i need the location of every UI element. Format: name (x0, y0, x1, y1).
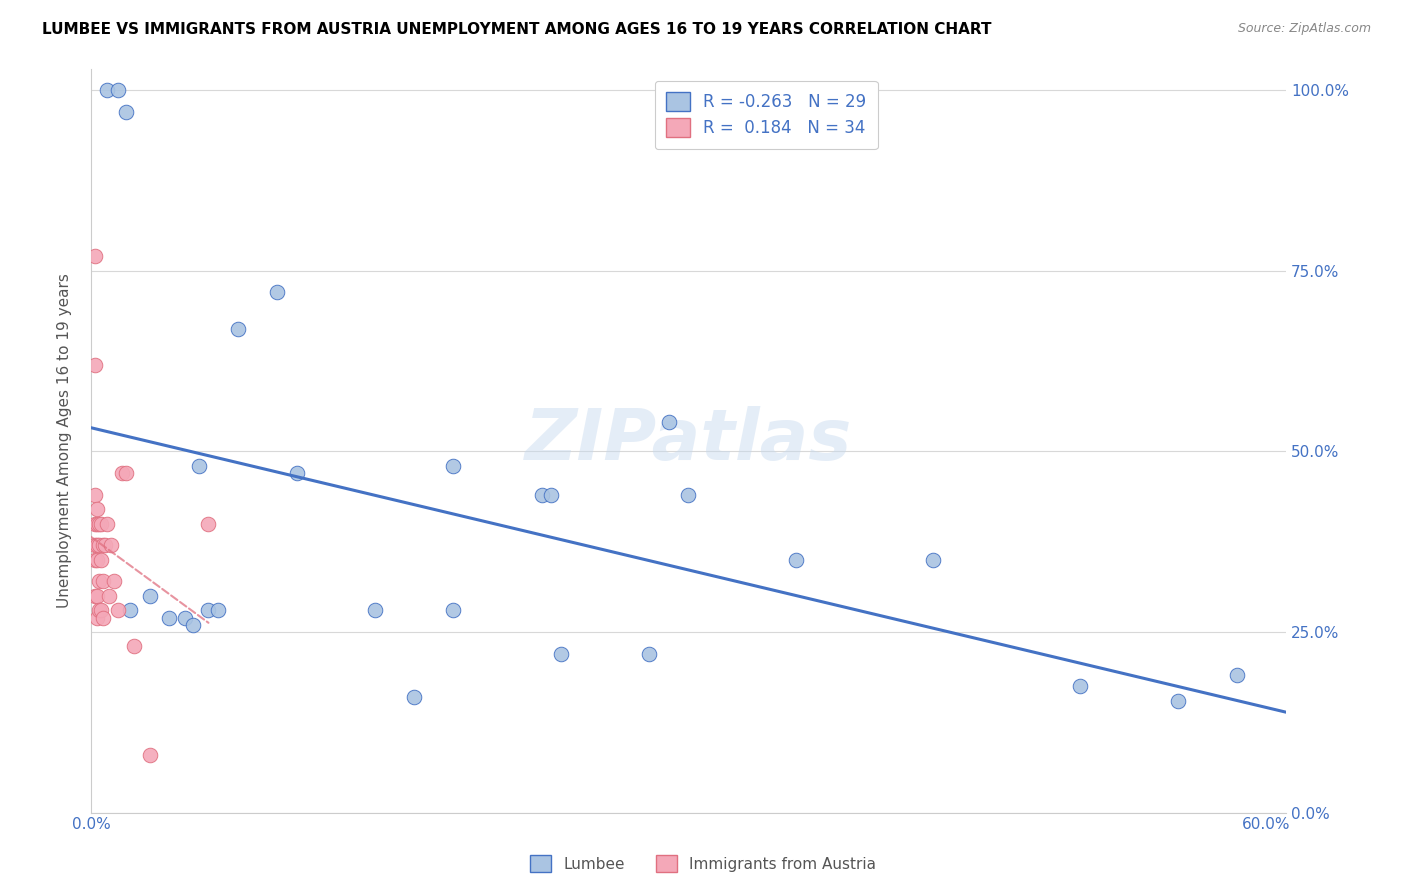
Point (550, 647, 572, 661)
Point (540, 488, 562, 502)
Point (90, 603, 112, 617)
Point (91, 574, 114, 589)
Point (86, 502, 108, 516)
Point (87, 538, 110, 552)
Point (96, 83, 118, 97)
Point (87, 603, 110, 617)
Point (90, 516, 112, 531)
Point (86, 552, 108, 566)
Point (138, 747, 160, 762)
Point (285, 466, 308, 480)
Point (115, 104, 138, 119)
Point (364, 603, 387, 617)
Point (187, 458, 209, 473)
Point (107, 603, 129, 617)
Text: LUMBEE VS IMMIGRANTS FROM AUSTRIA UNEMPLOYMENT AMONG AGES 16 TO 19 YEARS CORRELA: LUMBEE VS IMMIGRANTS FROM AUSTRIA UNEMPL… (42, 22, 991, 37)
Point (181, 617, 204, 632)
Point (207, 603, 229, 617)
Point (86, 589, 108, 603)
Point (87, 516, 110, 531)
Point (83, 552, 105, 566)
Point (174, 610, 197, 624)
Point (441, 603, 464, 617)
Point (96, 516, 118, 531)
Point (91, 538, 114, 552)
Point (83, 589, 105, 603)
Point (1167, 693, 1189, 707)
Point (197, 603, 219, 617)
Point (785, 552, 807, 566)
Point (1226, 668, 1249, 682)
Legend: R = -0.263   N = 29, R =  0.184   N = 34: R = -0.263 N = 29, R = 0.184 N = 34 (655, 80, 877, 149)
Point (107, 83, 129, 97)
Point (115, 466, 138, 480)
Point (638, 647, 661, 661)
Text: Source: ZipAtlas.com: Source: ZipAtlas.com (1237, 22, 1371, 36)
Point (97, 589, 120, 603)
Y-axis label: Unemployment Among Ages 16 to 19 years: Unemployment Among Ages 16 to 19 years (58, 273, 72, 608)
Point (100, 538, 122, 552)
Point (138, 589, 160, 603)
Point (122, 640, 145, 654)
Text: ZIPatlas: ZIPatlas (524, 406, 852, 475)
Point (111, 466, 134, 480)
Point (103, 574, 125, 589)
Point (83, 538, 105, 552)
Legend: Lumbee, Immigrants from Austria: Lumbee, Immigrants from Austria (522, 847, 884, 880)
Point (86, 516, 108, 531)
Point (1069, 679, 1091, 693)
Point (266, 285, 288, 300)
Point (678, 488, 700, 502)
Point (83, 516, 105, 531)
Point (86, 538, 108, 552)
Point (83, 358, 105, 372)
Point (922, 552, 945, 566)
Point (86, 610, 108, 624)
Point (157, 610, 180, 624)
Point (441, 458, 464, 473)
Point (87, 574, 110, 589)
Point (530, 488, 553, 502)
Point (93, 538, 115, 552)
Point (658, 416, 681, 430)
Point (120, 603, 142, 617)
Point (404, 690, 426, 704)
Point (83, 488, 105, 502)
Point (90, 552, 112, 566)
Point (197, 516, 219, 531)
Point (91, 610, 114, 624)
Point (226, 321, 249, 335)
Point (83, 249, 105, 263)
